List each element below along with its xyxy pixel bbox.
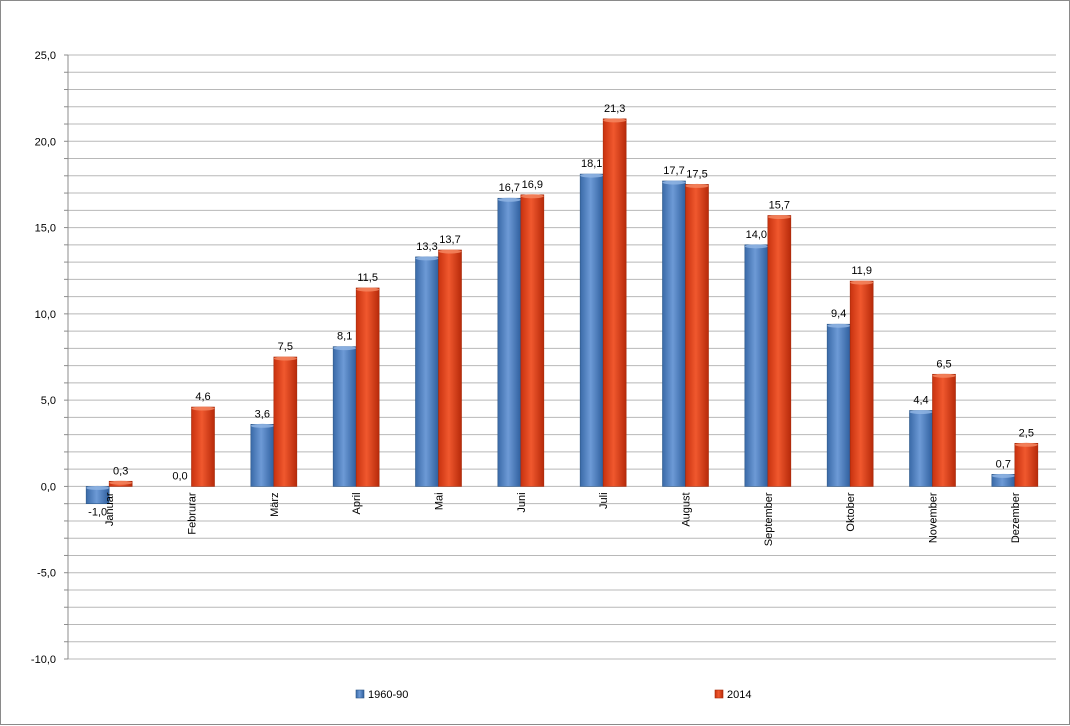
category-label: April: [351, 492, 363, 514]
bar-cap: [273, 356, 297, 361]
y-tick-label: 25,0: [35, 50, 56, 62]
bar-cap: [250, 423, 274, 428]
data-label: 11,9: [851, 265, 872, 277]
bar-cap: [86, 485, 110, 490]
bar-cap: [580, 173, 604, 178]
data-label: 0,0: [172, 470, 187, 482]
bar-2014: [767, 215, 792, 487]
data-label: 17,7: [663, 165, 684, 177]
bar-1960-90: [579, 173, 604, 487]
y-tick-label: 5,0: [41, 395, 56, 407]
data-label: 18,1: [581, 158, 602, 170]
bar-cap: [991, 473, 1015, 478]
bar-2014: [438, 249, 462, 487]
data-label: 21,3: [604, 103, 625, 115]
bar-2014: [1014, 442, 1039, 487]
bar-1960-90: [497, 197, 522, 487]
category-label: Oktober: [845, 492, 857, 531]
y-tick-label: 10,0: [35, 309, 56, 321]
bar-cap: [744, 244, 768, 249]
y-tick-label: 20,0: [35, 136, 56, 148]
bar-cap: [333, 346, 357, 351]
data-label: 13,7: [439, 234, 460, 246]
data-label: 3,6: [255, 408, 270, 420]
data-label: 0,7: [996, 458, 1011, 470]
legend-label: 2014: [727, 689, 751, 701]
x-axis-labels: Januar Februrar März April Mai Juni Juli August…: [104, 492, 1022, 546]
bar-1960-90: [826, 323, 851, 487]
legend-label: 1960-90: [368, 689, 408, 701]
data-label: -1,0: [88, 507, 107, 519]
data-label: 16,9: [522, 179, 543, 191]
bar-cap: [827, 323, 851, 328]
bar-2014: [520, 194, 545, 487]
data-label: 4,6: [195, 391, 210, 403]
bars: [85, 118, 1039, 504]
legend: 1960-90 2014: [355, 689, 751, 701]
bar-1960-90: [744, 244, 769, 487]
bar-cap: [520, 194, 544, 199]
bar-cap: [685, 183, 709, 188]
category-label: März: [269, 492, 281, 516]
bar-cap: [662, 180, 686, 185]
bar-cap: [109, 480, 133, 485]
data-label: 6,5: [936, 358, 951, 370]
data-label: 7,5: [278, 341, 293, 353]
bar-2014: [191, 406, 215, 487]
bar-cap: [356, 287, 380, 292]
category-label: Juni: [516, 492, 528, 512]
data-label: 9,4: [831, 308, 846, 320]
data-label: 8,1: [337, 331, 352, 343]
data-label: 0,3: [113, 465, 128, 477]
bar-cap: [909, 409, 933, 414]
category-label: Dezember: [1010, 492, 1022, 543]
data-label: 15,7: [769, 199, 790, 211]
bar-1960-90: [909, 410, 933, 487]
bar-1960-90: [662, 180, 686, 487]
bar-cap: [850, 280, 874, 285]
bar-2014: [273, 356, 298, 487]
legend-swatch: [714, 689, 724, 699]
category-label: August: [681, 492, 693, 526]
bar-1960-90: [332, 346, 357, 487]
data-label: 4,4: [913, 394, 928, 406]
y-axis: -10,0 -5,0 0,0 5,0 10,0 15,0 20,0 25,0: [31, 50, 69, 666]
y-tick-label: 15,0: [35, 223, 56, 235]
category-label: Mai: [434, 492, 446, 510]
category-label: Februrar: [187, 492, 199, 535]
y-tick-label: -5,0: [37, 568, 56, 580]
bar-cap: [932, 373, 956, 378]
data-label: 13,3: [416, 241, 437, 253]
data-label: 2,5: [1019, 427, 1034, 439]
legend-swatch: [355, 689, 365, 699]
bar-cap: [191, 406, 215, 411]
bar-2014: [849, 280, 874, 487]
bar-2014: [685, 184, 709, 487]
data-label: 11,5: [357, 272, 378, 284]
bar-cap: [1014, 442, 1038, 447]
category-label: September: [763, 492, 775, 546]
bar-cap: [415, 256, 439, 261]
bar-cap: [767, 214, 791, 219]
data-labels: -1,0 0,3 0,0 4,6 3,6 7,5 8,1 11,5 13,313,7 16,7 16…: [88, 103, 1034, 519]
bar-1960-90: [250, 424, 275, 487]
category-label: November: [928, 492, 940, 543]
bar-1960-90: [415, 256, 439, 487]
category-label: Januar: [104, 492, 116, 526]
data-label: 14,0: [746, 229, 767, 241]
bar-2014: [602, 118, 627, 487]
bar-cap: [497, 197, 521, 202]
data-label: 17,5: [686, 168, 707, 180]
bar-2014: [932, 373, 956, 487]
gridlines: [68, 54, 1056, 660]
bar-2014: [355, 287, 380, 487]
bar-cap: [438, 249, 462, 254]
data-label: 16,7: [499, 182, 520, 194]
category-label: Juli: [598, 492, 610, 509]
y-tick-label: 0,0: [41, 481, 56, 493]
y-tick-label: -10,0: [31, 654, 56, 666]
bar-cap: [603, 118, 627, 123]
